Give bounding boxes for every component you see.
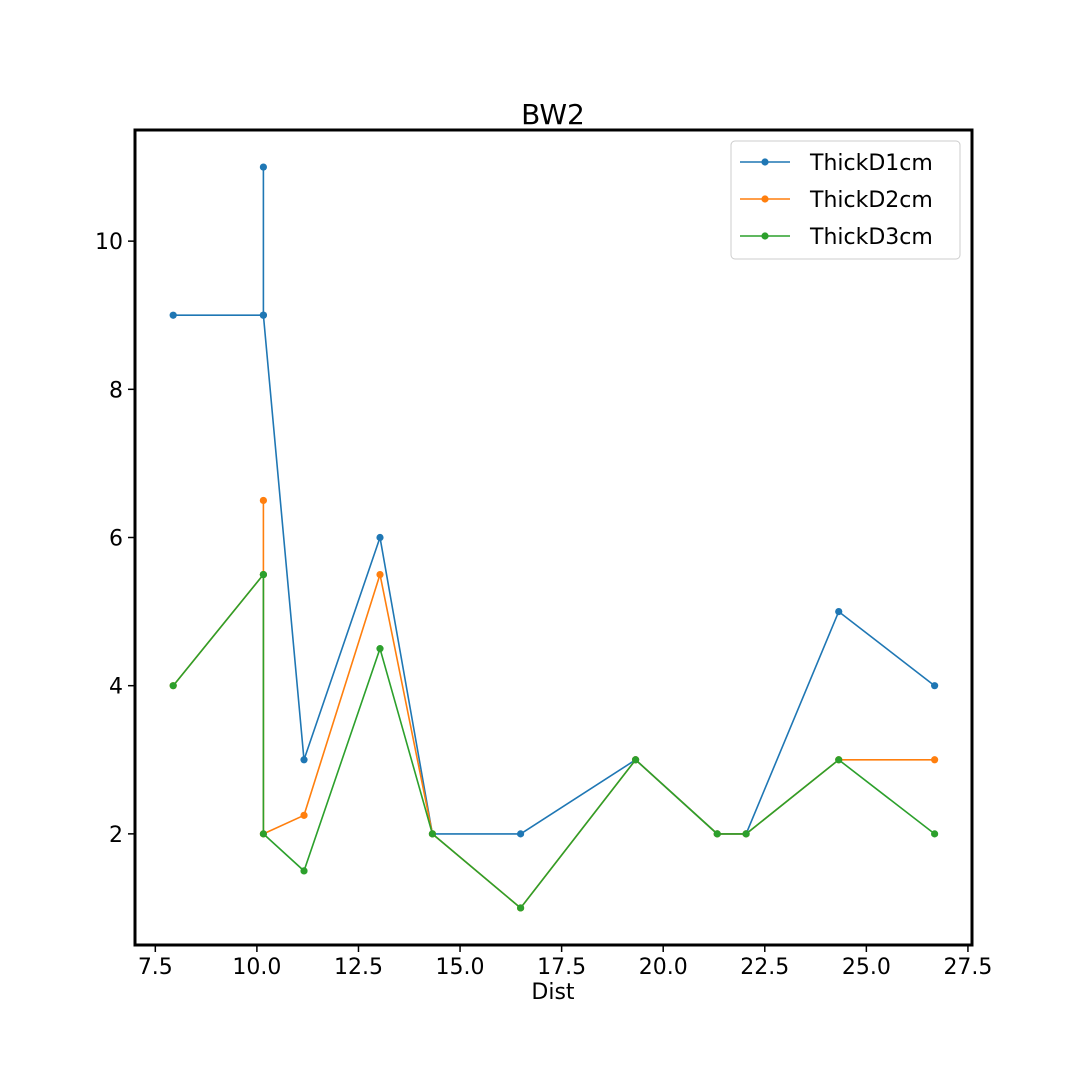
data-point-thickd1cm — [300, 756, 308, 764]
data-point-thickd3cm — [259, 570, 267, 579]
y-axis-ticks: 2 4 6 8 10 — [95, 230, 135, 848]
data-point-thickd1cm — [835, 607, 843, 616]
legend-swatch-marker — [761, 158, 769, 166]
data-point-thickd1cm — [259, 163, 267, 171]
legend-swatch-marker — [761, 195, 769, 203]
data-point-thickd1cm — [169, 311, 177, 319]
data-point-thickd3cm — [259, 830, 267, 838]
data-point-thickd3cm — [376, 645, 384, 653]
series-thickd1cm — [169, 163, 939, 838]
legend-label: ThickD1cm — [809, 151, 933, 176]
legend: ThickD1cm ThickD2cm ThickD3cm — [730, 140, 961, 260]
y-tick-label: 10 — [95, 230, 123, 255]
x-axis-label: Dist — [531, 980, 575, 1005]
x-tick-label: 15.0 — [436, 955, 485, 980]
series-line-thickd2cm — [172, 500, 935, 910]
series-layer — [169, 163, 939, 912]
legend-box — [730, 140, 961, 260]
data-point-thickd2cm — [259, 496, 267, 505]
data-point-thickd2cm — [931, 756, 939, 764]
x-tick-label: 20.0 — [639, 955, 688, 980]
x-axis-ticks: 7.5 10.0 12.5 15.0 17.5 20.0 22.5 25.0 27.5 — [138, 945, 992, 980]
x-tick-label: 27.5 — [943, 955, 992, 980]
y-tick-label: 6 — [109, 527, 123, 552]
data-point-thickd3cm — [713, 830, 721, 838]
chart-title: BW2 — [521, 98, 585, 131]
x-tick-label: 7.5 — [138, 955, 173, 980]
series-line-thickd3cm — [172, 572, 936, 910]
legend-label: ThickD3cm — [809, 225, 933, 250]
data-point-thickd3cm — [169, 682, 177, 690]
data-point-thickd1cm — [259, 311, 267, 319]
plot-frame — [133, 128, 974, 947]
data-point-thickd3cm — [428, 830, 437, 838]
y-tick-label: 4 — [109, 675, 123, 700]
legend-item-thickd1cm: ThickD1cm — [740, 151, 933, 176]
data-point-thickd2cm — [300, 811, 308, 819]
y-tick-label: 2 — [109, 823, 123, 848]
legend-item-thickd3cm: ThickD3cm — [740, 225, 933, 250]
x-tick-label: 22.5 — [740, 955, 789, 980]
x-tick-label: 10.0 — [232, 955, 281, 980]
y-tick-label: 8 — [109, 378, 123, 403]
data-point-thickd2cm — [376, 570, 384, 579]
data-point-thickd3cm — [742, 830, 750, 838]
x-tick-label: 17.5 — [537, 955, 586, 980]
data-point-thickd1cm — [931, 682, 939, 690]
x-tick-label: 12.5 — [334, 955, 383, 980]
data-point-thickd1cm — [376, 533, 384, 542]
data-point-thickd3cm — [931, 830, 939, 838]
series-line-thickd1cm — [173, 167, 936, 835]
data-point-thickd3cm — [835, 756, 843, 764]
data-point-thickd3cm — [516, 904, 525, 912]
x-tick-label: 25.0 — [842, 955, 891, 980]
data-point-thickd3cm — [300, 867, 308, 875]
data-point-thickd3cm — [631, 756, 640, 764]
legend-label: ThickD2cm — [809, 188, 933, 213]
legend-item-thickd2cm: ThickD2cm — [740, 188, 933, 213]
series-thickd3cm — [169, 570, 939, 912]
data-point-thickd1cm — [516, 830, 525, 838]
legend-swatch-marker — [761, 232, 769, 240]
